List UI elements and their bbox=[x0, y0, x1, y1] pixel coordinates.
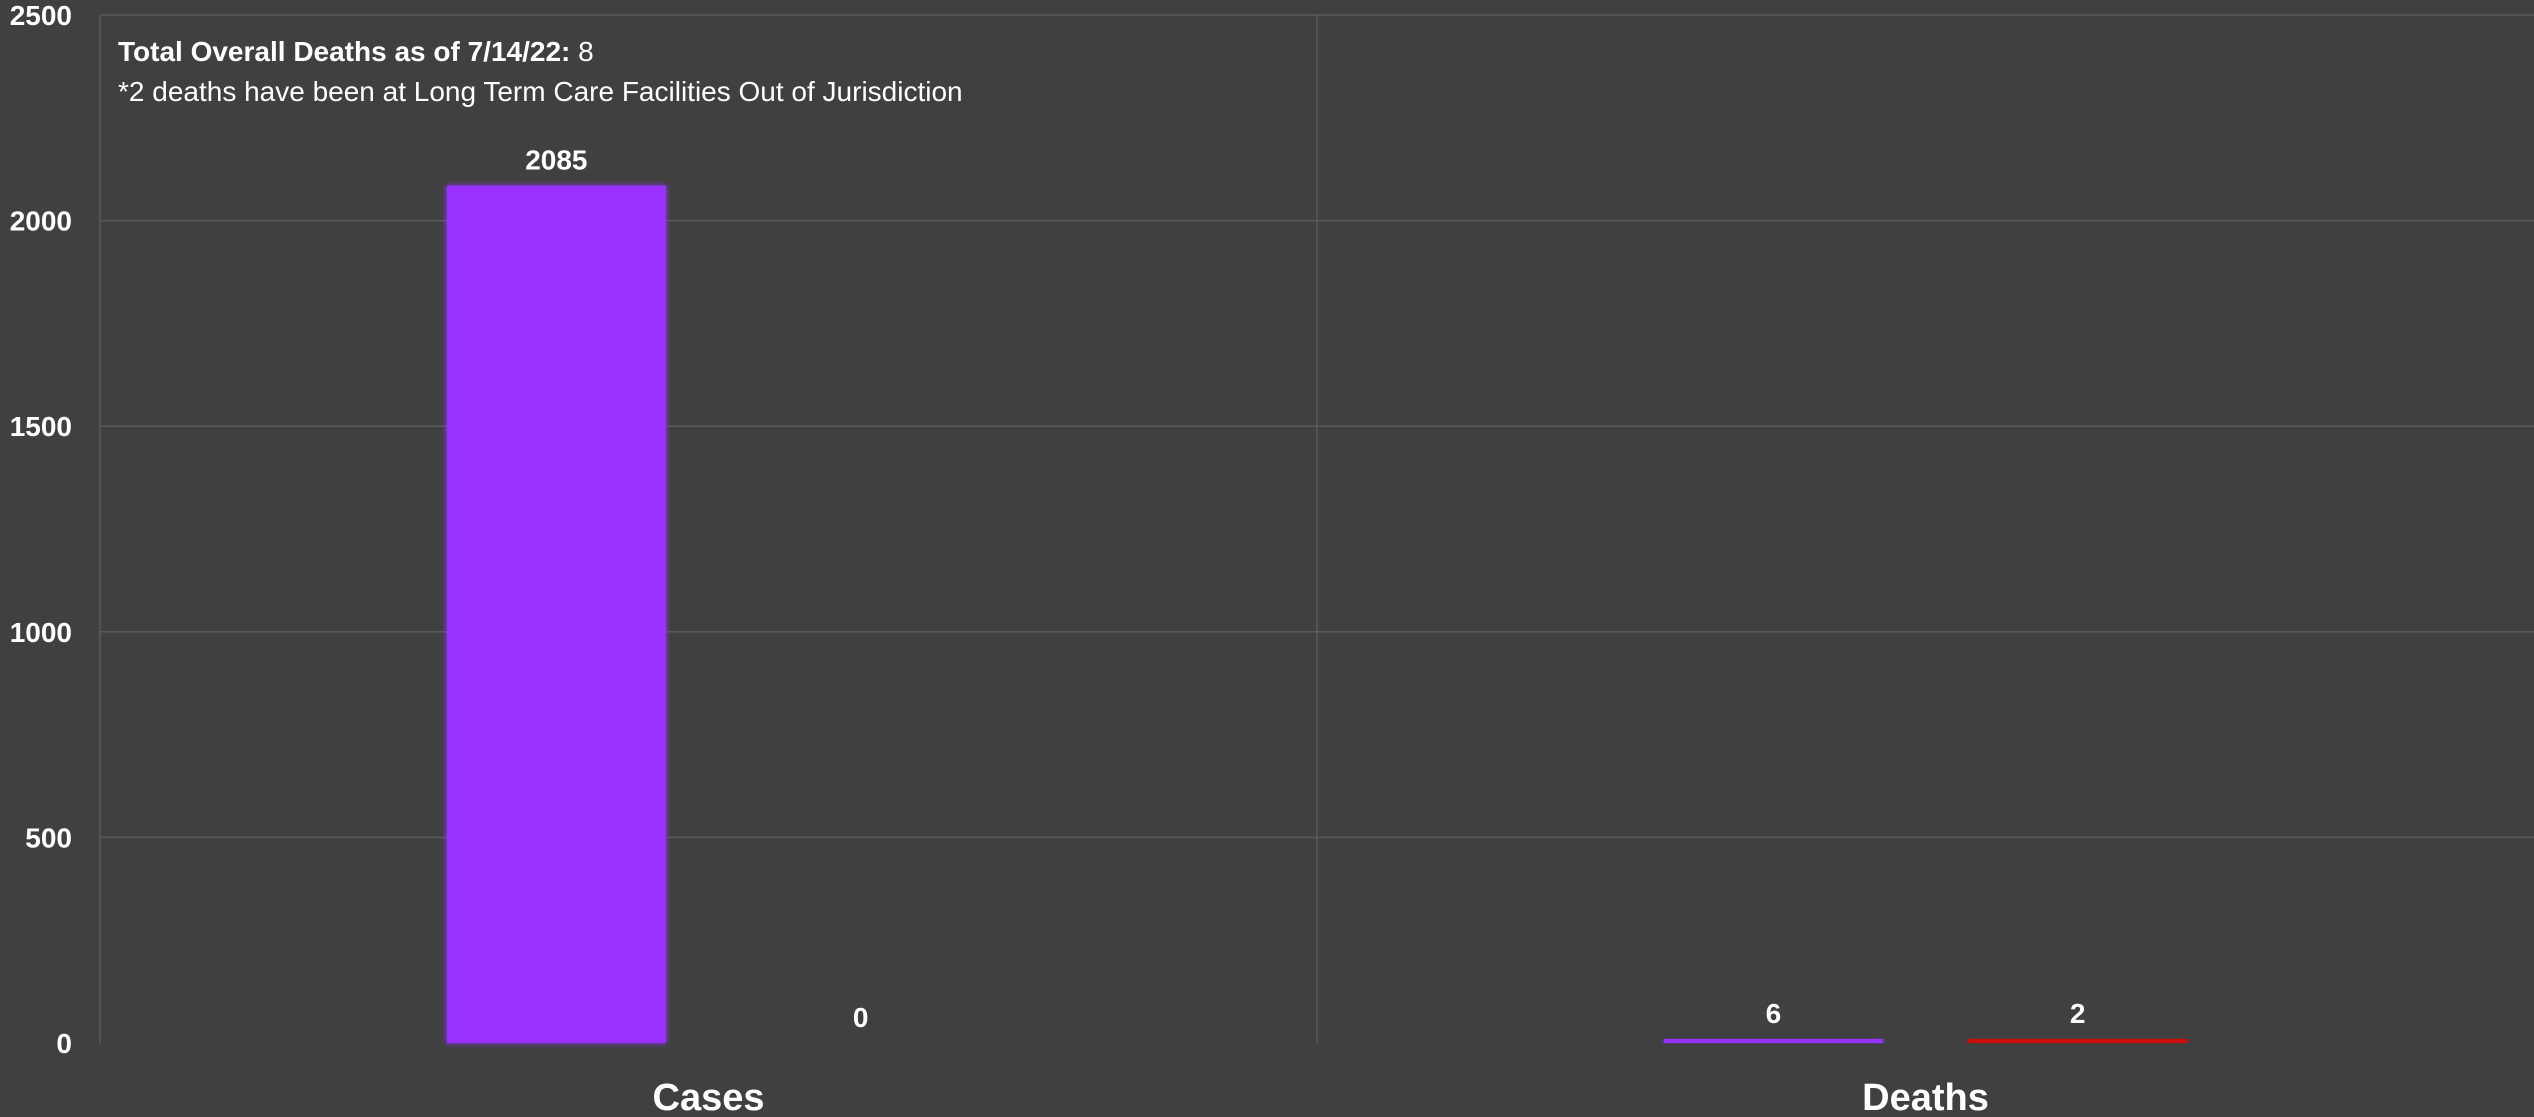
total-deaths-value: 8 bbox=[578, 36, 594, 67]
y-tick-label-2500: 2500 bbox=[10, 0, 72, 31]
y-tick-label-1500: 1500 bbox=[10, 411, 72, 442]
y-tick-label-2000: 2000 bbox=[10, 206, 72, 237]
x-category-label-cases: Cases bbox=[653, 1077, 765, 1117]
chart-annotation: Total Overall Deaths as of 7/14/22: 8 *2… bbox=[118, 32, 963, 112]
bar-deaths-series-2 bbox=[1968, 1039, 2188, 1043]
y-axis-tick-labels: 0 500 1000 1500 2000 2500 bbox=[10, 0, 72, 1059]
data-labels: 2085 0 6 2 bbox=[525, 145, 2085, 1033]
x-category-label-deaths: Deaths bbox=[1862, 1077, 1989, 1117]
bars bbox=[446, 185, 2188, 1043]
y-tick-label-1000: 1000 bbox=[10, 617, 72, 648]
total-deaths-label: Total Overall Deaths as of 7/14/22: bbox=[118, 36, 571, 67]
data-label-deaths-series-2: 2 bbox=[2070, 998, 2086, 1029]
data-label-deaths-series-1: 6 bbox=[1766, 998, 1782, 1029]
ltcf-note: *2 deaths have been at Long Term Care Fa… bbox=[118, 76, 963, 107]
data-label-cases-series-2: 0 bbox=[853, 1002, 869, 1033]
y-tick-label-500: 500 bbox=[25, 822, 72, 853]
bar-deaths-series-1 bbox=[1663, 1039, 1883, 1043]
y-tick-label-0: 0 bbox=[56, 1028, 72, 1059]
total-deaths-line: Total Overall Deaths as of 7/14/22: 8 bbox=[118, 32, 963, 72]
data-label-cases-series-1: 2085 bbox=[525, 145, 587, 176]
bar-cases-series-1 bbox=[446, 185, 666, 1043]
x-axis-category-labels: Cases Deaths bbox=[653, 1077, 1989, 1117]
